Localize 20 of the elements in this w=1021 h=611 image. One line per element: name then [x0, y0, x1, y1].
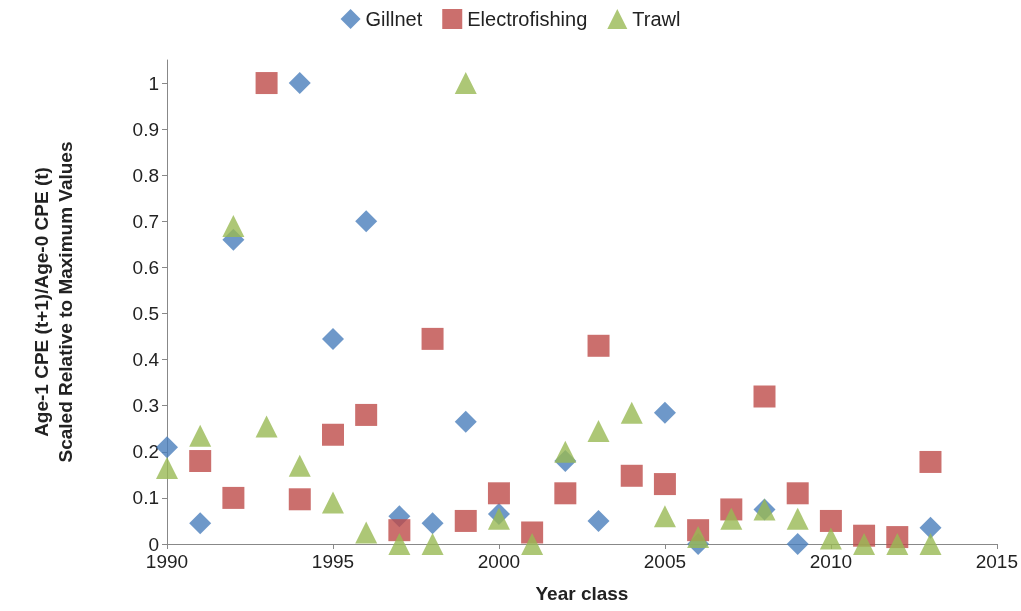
- legend-label: Trawl: [632, 8, 681, 30]
- y-tick-label: 0.5: [132, 303, 159, 325]
- x-tick-label: 2000: [477, 551, 521, 572]
- y-tick-label: 0.1: [132, 487, 159, 509]
- x-tick-label: 2005: [643, 551, 687, 572]
- y-tick-label: 1: [148, 72, 159, 94]
- x-tick-label: 1995: [311, 551, 355, 572]
- y-tick-label: 0.4: [132, 349, 160, 371]
- y-tick-label: 0.6: [132, 256, 159, 278]
- y-axis-title: Age-1 CPE (t+1)/Age-0 CPE (t) Scaled Relative to Maximum Values: [30, 141, 76, 463]
- legend-label: Electrofishing: [467, 8, 588, 30]
- x-tick-label: 2010: [809, 551, 853, 572]
- legend-label: Gillnet: [365, 8, 423, 30]
- x-tick-label: 2015: [975, 551, 1019, 572]
- y-tick-label: 0.7: [132, 210, 159, 232]
- y-tick-label: 0.2: [132, 441, 159, 463]
- y-tick-label: 0.3: [132, 395, 159, 417]
- x-axis-title: Year class: [535, 583, 629, 604]
- y-tick-label: 0.8: [132, 164, 159, 186]
- y-tick-label: 0.9: [132, 118, 159, 140]
